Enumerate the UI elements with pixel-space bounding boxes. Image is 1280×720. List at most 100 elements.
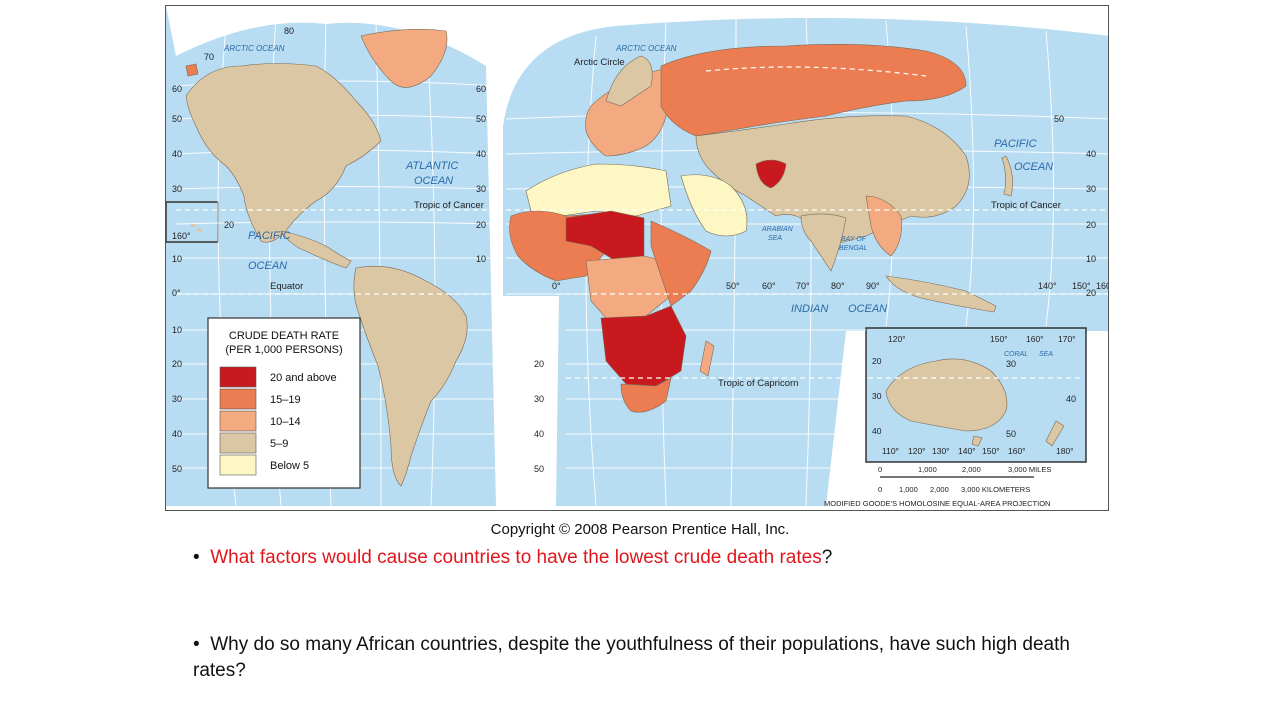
- hawaii-inset-label: 160°: [172, 231, 191, 241]
- lat-mid-3: 30: [476, 184, 486, 194]
- lat-right-5: 20: [1086, 288, 1096, 298]
- lat-left-1: 70: [204, 52, 214, 62]
- inset-bottom-3: 140°: [958, 446, 976, 456]
- lat-left-8: 0°: [172, 288, 181, 298]
- lat-mid-7: 30: [534, 394, 544, 404]
- scale-km-ticks: 0 1,000 2,000 3,000 KILOMETERS: [878, 485, 1030, 494]
- inset-top-2: 160°: [1026, 334, 1044, 344]
- greenland: [360, 29, 448, 88]
- scale-mile-3: 3,000 MILES: [1008, 465, 1051, 474]
- inset-ticks-bottom: 110° 120° 130° 140° 150° 160° 180°: [882, 446, 1074, 456]
- legend-label-1: 15–19: [270, 394, 301, 406]
- lat-right-7: 40: [1066, 394, 1076, 404]
- legend-label-3: 5–9: [270, 438, 288, 450]
- atlantic-label-2: OCEAN: [414, 175, 453, 187]
- lon-tick-6: 140°: [1038, 281, 1057, 291]
- horn-africa: [650, 220, 712, 307]
- afghanistan: [755, 159, 787, 189]
- bullet-1: •: [193, 547, 200, 568]
- tasmania: [971, 435, 983, 447]
- coral-sea-label-1: CORAL: [1004, 351, 1028, 358]
- scale-km-2: 2,000: [930, 485, 949, 494]
- arabia: [680, 174, 748, 237]
- question-2: • Why do so many African countries, desp…: [193, 632, 1093, 684]
- inset-ticks-top: 120° 150° 160° 170°: [888, 334, 1076, 344]
- lat-ticks-left: 80 70 60 50 40 30 20 10 0° 10 20 30 40 50: [172, 26, 294, 474]
- indonesia: [885, 275, 997, 313]
- africa-central: [585, 255, 672, 319]
- lat-mid-0: 60: [476, 84, 486, 94]
- inset-bottom-0: 110°: [882, 446, 899, 456]
- lat-right-0: 50: [1054, 114, 1064, 124]
- lat-ticks-mid: 60 50 40 30 20 10 20 30 40 50: [476, 84, 544, 474]
- inset-bottom-6: 180°: [1056, 446, 1074, 456]
- lat-left-6: 20: [224, 220, 234, 230]
- lat-mid-4: 20: [476, 220, 486, 230]
- lat-left-0: 80: [284, 26, 294, 36]
- lat-right-6: 30: [1006, 359, 1016, 369]
- inset-lat-0: 20: [872, 356, 882, 366]
- new-zealand: [1045, 420, 1065, 447]
- legend-swatch-3: [219, 432, 257, 454]
- question-1-end: ?: [821, 547, 833, 568]
- pacific-left-label-2: OCEAN: [248, 260, 287, 272]
- inset-bottom-4: 150°: [982, 446, 1000, 456]
- inset-lat-2: 40: [872, 426, 882, 436]
- lat-mid-1: 50: [476, 114, 486, 124]
- map-graphic: CRUDE DEATH RATE (PER 1,000 PERSONS) 20 …: [166, 6, 1109, 508]
- north-africa: [525, 163, 672, 217]
- projection-label: MODIFIED GOODE'S HOMOLOSINE EQUAL-AREA P…: [824, 499, 1050, 508]
- ocean-labels-large: ATLANTIC OCEAN PACIFIC OCEAN PACIFIC OCE…: [248, 138, 1053, 315]
- lat-left-13: 50: [172, 464, 182, 474]
- scale-km-0: 0: [878, 485, 882, 494]
- pacific-right-label-1: PACIFIC: [994, 138, 1037, 150]
- legend-swatch-0: [219, 366, 257, 388]
- equator-label: Equator: [270, 281, 303, 292]
- lon-tick-8: 160°: [1096, 281, 1109, 291]
- atlantic-label-1: ATLANTIC: [405, 160, 458, 172]
- bengal-label-2: BENGAL: [839, 245, 868, 252]
- copyright-caption: Copyright © 2008 Pearson Prentice Hall, …: [490, 521, 790, 538]
- scale-mile-2: 2,000: [962, 465, 981, 474]
- alaska-west: [185, 63, 199, 77]
- legend-swatch-4: [219, 454, 257, 476]
- arabian-sea-label-1: ARABIAN: [761, 226, 794, 233]
- special-parallels: [176, 66, 1108, 379]
- australia: [885, 358, 1008, 432]
- lat-left-7: 10: [172, 254, 182, 264]
- scale-km-1: 1,000: [899, 485, 918, 494]
- inset-bottom-5: 160°: [1008, 446, 1026, 456]
- world-map: CRUDE DEATH RATE (PER 1,000 PERSONS) 20 …: [165, 5, 1109, 511]
- scandinavia: [605, 55, 653, 107]
- legend-swatch-1: [219, 388, 257, 410]
- lat-mid-8: 40: [534, 429, 544, 439]
- scale-mile-0: 0: [878, 465, 882, 474]
- japan: [1001, 155, 1013, 197]
- question-2-text: Why do so many African countries, despit…: [193, 634, 1070, 681]
- legend-title-line2: (PER 1,000 PERSONS): [225, 344, 342, 356]
- lat-right-4: 10: [1086, 254, 1096, 264]
- tropic-cancer-right-label: Tropic of Cancer: [991, 200, 1061, 211]
- legend: CRUDE DEATH RATE (PER 1,000 PERSONS) 20 …: [207, 317, 361, 489]
- lon-tick-3: 70°: [796, 281, 810, 291]
- lat-mid-2: 40: [476, 149, 486, 159]
- inset-top-3: 170°: [1058, 334, 1076, 344]
- lat-left-11: 30: [172, 394, 182, 404]
- sea-labels: ARABIAN SEA BAY OF BENGAL CORAL SEA: [761, 226, 1053, 358]
- question-1-text: What factors would cause countries to ha…: [210, 547, 822, 568]
- lon-tick-0: 0°: [552, 281, 561, 291]
- bullet-2: •: [193, 634, 200, 655]
- lon-tick-1: 50°: [726, 281, 740, 291]
- line-labels: Arctic Circle Tropic of Cancer Tropic of…: [270, 57, 1061, 389]
- coral-sea-label-2: SEA: [1039, 351, 1053, 358]
- bengal-label-1: BAY OF: [841, 236, 867, 243]
- arctic-circle-label: Arctic Circle: [574, 57, 625, 68]
- pacific-right-label-2: OCEAN: [1014, 161, 1053, 173]
- lon-tick-2: 60°: [762, 281, 776, 291]
- south-america: [353, 265, 468, 487]
- legend-label-0: 20 and above: [270, 372, 337, 384]
- legend-label-2: 10–14: [270, 416, 301, 428]
- inset-bottom-1: 120°: [908, 446, 926, 456]
- question-1: • What factors would cause countries to …: [193, 545, 832, 571]
- lat-mid-9: 50: [534, 464, 544, 474]
